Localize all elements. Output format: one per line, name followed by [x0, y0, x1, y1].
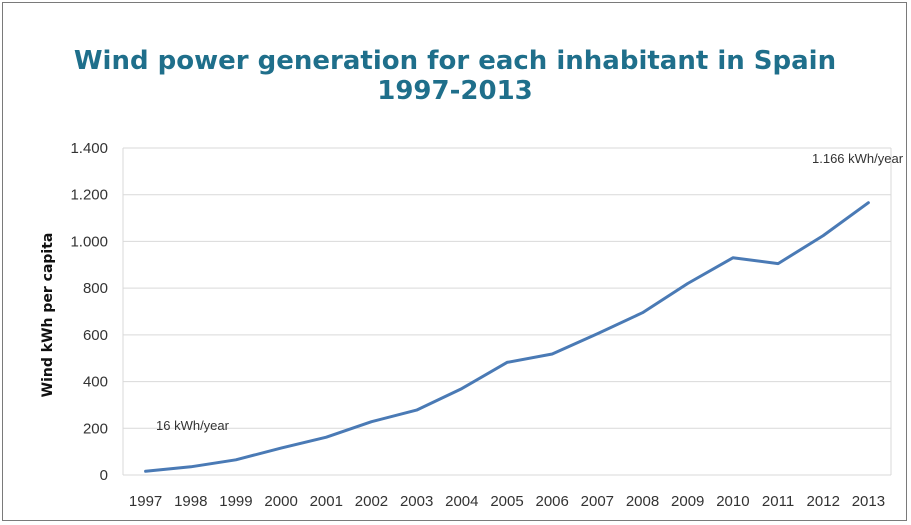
y-tick-label: 200: [83, 420, 108, 437]
x-tick-label: 2001: [310, 493, 343, 510]
chart-title: Wind power generation for each inhabitan…: [73, 46, 837, 76]
y-tick-label: 400: [83, 374, 108, 391]
x-tick-label: 2012: [807, 493, 840, 510]
x-axis-ticks: 1997 1998 1999 2000 2001 2002 2003 2004 2005 2006…: [129, 493, 885, 510]
x-tick-label: 2013: [852, 493, 885, 510]
y-tick-label: 1.000: [70, 233, 108, 250]
annotation-start: 16 kWh/year: [156, 418, 230, 433]
x-tick-label: 2011: [762, 493, 794, 510]
y-tick-label: 1.400: [70, 140, 108, 157]
x-tick-label: 2006: [535, 493, 568, 510]
x-tick-label: 2009: [671, 493, 704, 510]
x-tick-label: 1997: [129, 493, 162, 510]
x-tick-label: 2004: [445, 493, 478, 510]
chart-subtitle: 1997-2013: [377, 76, 533, 106]
grid-lines: [122, 147, 892, 476]
x-tick-label: 2000: [264, 493, 297, 510]
x-tick-label: 2010: [716, 493, 749, 510]
y-tick-label: 1.200: [70, 187, 108, 204]
series-line: [144, 201, 870, 473]
y-tick-label: 0: [100, 467, 108, 484]
x-tick-label: 2005: [490, 493, 523, 510]
x-tick-label: 2002: [355, 493, 388, 510]
x-tick-label: 2003: [400, 493, 433, 510]
x-tick-label: 1999: [219, 493, 252, 510]
x-tick-label: 2007: [581, 493, 614, 510]
y-axis-ticks: 0 200 400 600 800 1.000 1.200 1.400: [70, 140, 108, 484]
x-tick-label: 2008: [626, 493, 659, 510]
x-tick-label: 1998: [174, 493, 207, 510]
y-tick-label: 800: [83, 280, 108, 297]
series-layer: [144, 201, 870, 473]
y-tick-label: 600: [83, 327, 108, 344]
annotation-end: 1.166 kWh/year: [812, 151, 904, 166]
y-axis-label: Wind kWh per capita: [40, 233, 56, 398]
